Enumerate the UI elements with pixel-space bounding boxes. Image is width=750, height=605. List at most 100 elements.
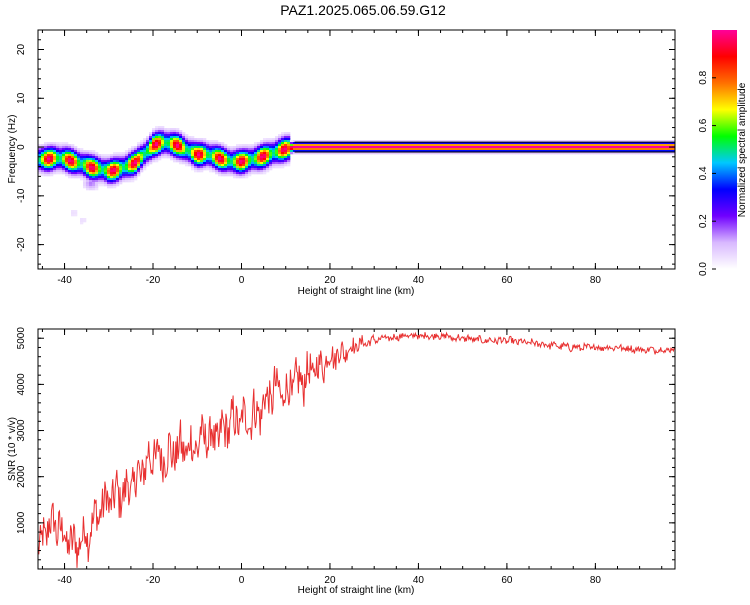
heatmap-cell [413, 142, 417, 145]
heatmap-cell [593, 142, 597, 145]
heatmap-cell [407, 144, 411, 147]
heatmap-cell [140, 170, 144, 173]
heatmap-cell [491, 142, 495, 145]
heatmap-cell [263, 170, 267, 173]
heatmap-cell [359, 152, 363, 155]
heatmap-cell [68, 152, 72, 155]
heatmap-cell [155, 160, 159, 163]
heatmap-cell [332, 144, 336, 147]
heatmap-cell [167, 136, 171, 139]
heatmap-cell [50, 162, 54, 165]
heatmap-cell [140, 146, 144, 149]
heatmap-cell [62, 162, 66, 165]
heatmap-cell [602, 146, 606, 149]
x-tick-label: 40 [413, 575, 425, 586]
heatmap-cell [440, 150, 444, 153]
heatmap-cell [317, 150, 321, 153]
x-tick-label: -40 [57, 575, 72, 586]
heatmap-cell [74, 158, 78, 161]
heatmap-cell [323, 144, 327, 147]
heatmap-cell [134, 178, 138, 181]
heatmap-cell [50, 166, 54, 169]
heatmap-cell [44, 146, 48, 149]
heatmap-cell [128, 158, 132, 161]
heatmap-cell [497, 148, 501, 151]
heatmap-cell [275, 166, 279, 169]
heatmap-cell [74, 214, 78, 217]
heatmap-cell [578, 146, 582, 149]
heatmap-cell [167, 144, 171, 147]
heatmap-cell [101, 156, 105, 159]
heatmap-cell [671, 152, 675, 155]
heatmap-cell [395, 150, 399, 153]
heatmap-cell [128, 172, 132, 175]
heatmap-cell [140, 154, 144, 157]
heatmap-cell [251, 152, 255, 155]
heatmap-cell [71, 144, 75, 147]
heatmap-cell [572, 140, 576, 143]
heatmap-cell [98, 164, 102, 167]
heatmap-cell [146, 136, 150, 139]
heatmap-cell [245, 166, 249, 169]
heatmap-cell [281, 158, 285, 161]
heatmap-cell [98, 156, 102, 159]
heatmap-cell [182, 136, 186, 139]
heatmap-cell [83, 220, 87, 223]
heatmap-cell [596, 140, 600, 143]
heatmap-cell [140, 142, 144, 145]
heatmap-cell [536, 148, 540, 151]
heatmap-cell [149, 154, 153, 157]
heatmap-cell [458, 152, 462, 155]
heatmap-cell [284, 154, 288, 157]
heatmap-cell [461, 140, 465, 143]
heatmap-cell [80, 222, 84, 225]
heatmap-cell [239, 150, 243, 153]
heatmap-cell [143, 158, 147, 161]
heatmap-cell [128, 150, 132, 153]
heatmap-cell [470, 148, 474, 151]
heatmap-cell [545, 146, 549, 149]
heatmap-cell [197, 168, 201, 171]
heatmap-cell [404, 150, 408, 153]
heatmap-cell [77, 174, 81, 177]
heatmap-cell [284, 142, 288, 145]
heatmap-cell [80, 168, 84, 171]
heatmap-cell [209, 158, 213, 161]
heatmap-cell [53, 142, 57, 145]
heatmap-cell [326, 140, 330, 143]
heatmap-cell [68, 158, 72, 161]
heatmap-cell [53, 146, 57, 149]
heatmap-cell [530, 140, 534, 143]
heatmap-cell [218, 174, 222, 177]
heatmap-cell [641, 140, 645, 143]
heatmap-cell [224, 164, 228, 167]
heatmap-cell [515, 148, 519, 151]
heatmap-cell [317, 144, 321, 147]
heatmap-cell [440, 152, 444, 155]
heatmap-cell [149, 158, 153, 161]
heatmap-cell [170, 148, 174, 151]
heatmap-cell [125, 180, 129, 183]
heatmap-cell [209, 144, 213, 147]
heatmap-cell [527, 140, 531, 143]
heatmap-cell [197, 142, 201, 145]
heatmap-cell [146, 156, 150, 159]
heatmap-cell [362, 142, 366, 145]
heatmap-cell [98, 160, 102, 163]
heatmap-cell [665, 142, 669, 145]
heatmap-cell [56, 142, 60, 145]
heatmap-cell [263, 144, 267, 147]
heatmap-cell [245, 172, 249, 175]
heatmap-cell [56, 156, 60, 159]
heatmap-cell [137, 166, 141, 169]
heatmap-cell [104, 164, 108, 167]
heatmap-cell [491, 148, 495, 151]
heatmap-cell [143, 162, 147, 165]
heatmap-cell [131, 172, 135, 175]
heatmap-cell [356, 152, 360, 155]
heatmap-cell [101, 168, 105, 171]
heatmap-cell [179, 144, 183, 147]
heatmap-cell [125, 150, 129, 153]
heatmap-cell [248, 146, 252, 149]
heatmap-cell [59, 162, 63, 165]
